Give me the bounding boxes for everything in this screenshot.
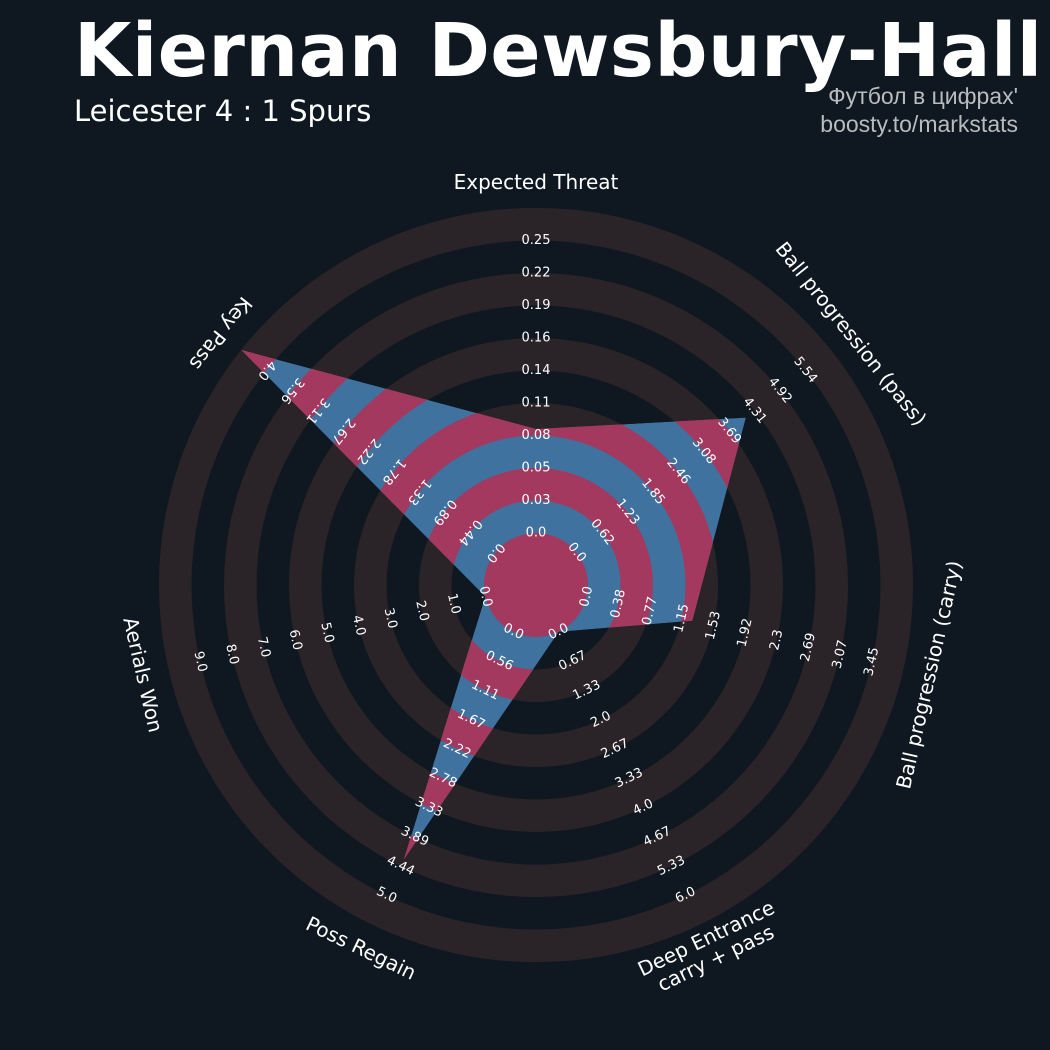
match-subtitle: Leicester 4 : 1 Spurs bbox=[74, 94, 372, 128]
tick-label: 0.11 bbox=[522, 396, 551, 411]
tick-label: 0.0 bbox=[577, 585, 596, 609]
credit-line-2: boosty.to/markstats bbox=[820, 111, 1018, 137]
tick-label: 4.0 bbox=[349, 614, 368, 638]
tick-label: 0.16 bbox=[522, 331, 551, 346]
tick-label: 0.05 bbox=[522, 461, 551, 476]
tick-label: 3.07 bbox=[830, 639, 851, 671]
tick-label: 2.0 bbox=[412, 599, 431, 623]
tick-label: 0.03 bbox=[522, 493, 551, 508]
tick-label: 7.0 bbox=[254, 635, 273, 659]
credit-watermark: Футбол в цифрах' boosty.to/markstats bbox=[820, 82, 1018, 138]
tick-label: 3.45 bbox=[861, 646, 882, 678]
tick-label: 0.0 bbox=[526, 526, 547, 541]
tick-label: 0.38 bbox=[608, 588, 629, 620]
tick-label: 0.14 bbox=[522, 363, 551, 378]
axis-label: Aerials Won bbox=[118, 615, 168, 735]
polygon-red-core bbox=[484, 533, 588, 637]
tick-label: 9.0 bbox=[190, 650, 209, 674]
tick-label: 6.0 bbox=[286, 628, 305, 652]
tick-label: 2.69 bbox=[798, 631, 819, 663]
tick-label: 0.0 bbox=[476, 585, 495, 609]
credit-line-1: Футбол в цифрах' bbox=[828, 83, 1018, 109]
tick-label: 5.0 bbox=[317, 621, 336, 645]
tick-label: 0.25 bbox=[522, 233, 551, 248]
tick-label: 2.3 bbox=[767, 628, 786, 652]
tick-label: 0.08 bbox=[522, 428, 551, 443]
tick-label: 8.0 bbox=[222, 643, 241, 667]
tick-label: 0.22 bbox=[522, 266, 551, 281]
radar-polygon bbox=[241, 349, 746, 860]
tick-label: 0.77 bbox=[640, 595, 661, 627]
axis-label: Expected Threat bbox=[454, 170, 619, 194]
player-name-title: Kiernan Dewsbury-Hall bbox=[74, 8, 1043, 94]
axis-label-line: Aerials Won bbox=[118, 615, 168, 735]
tick-label: 0.19 bbox=[522, 298, 551, 313]
tick-labels: 0.0 0.03 0.05 0.08 0.11 0.14 0.16 0.19 0.22 0.25 0… bbox=[190, 233, 882, 907]
tick-label: 1.53 bbox=[703, 610, 724, 642]
tick-label: 1.92 bbox=[735, 617, 756, 649]
tick-label: 3.0 bbox=[381, 607, 400, 631]
axis-label-line: Expected Threat bbox=[454, 170, 619, 194]
tick-label: 1.0 bbox=[444, 592, 463, 616]
tick-label: 1.15 bbox=[671, 603, 692, 635]
